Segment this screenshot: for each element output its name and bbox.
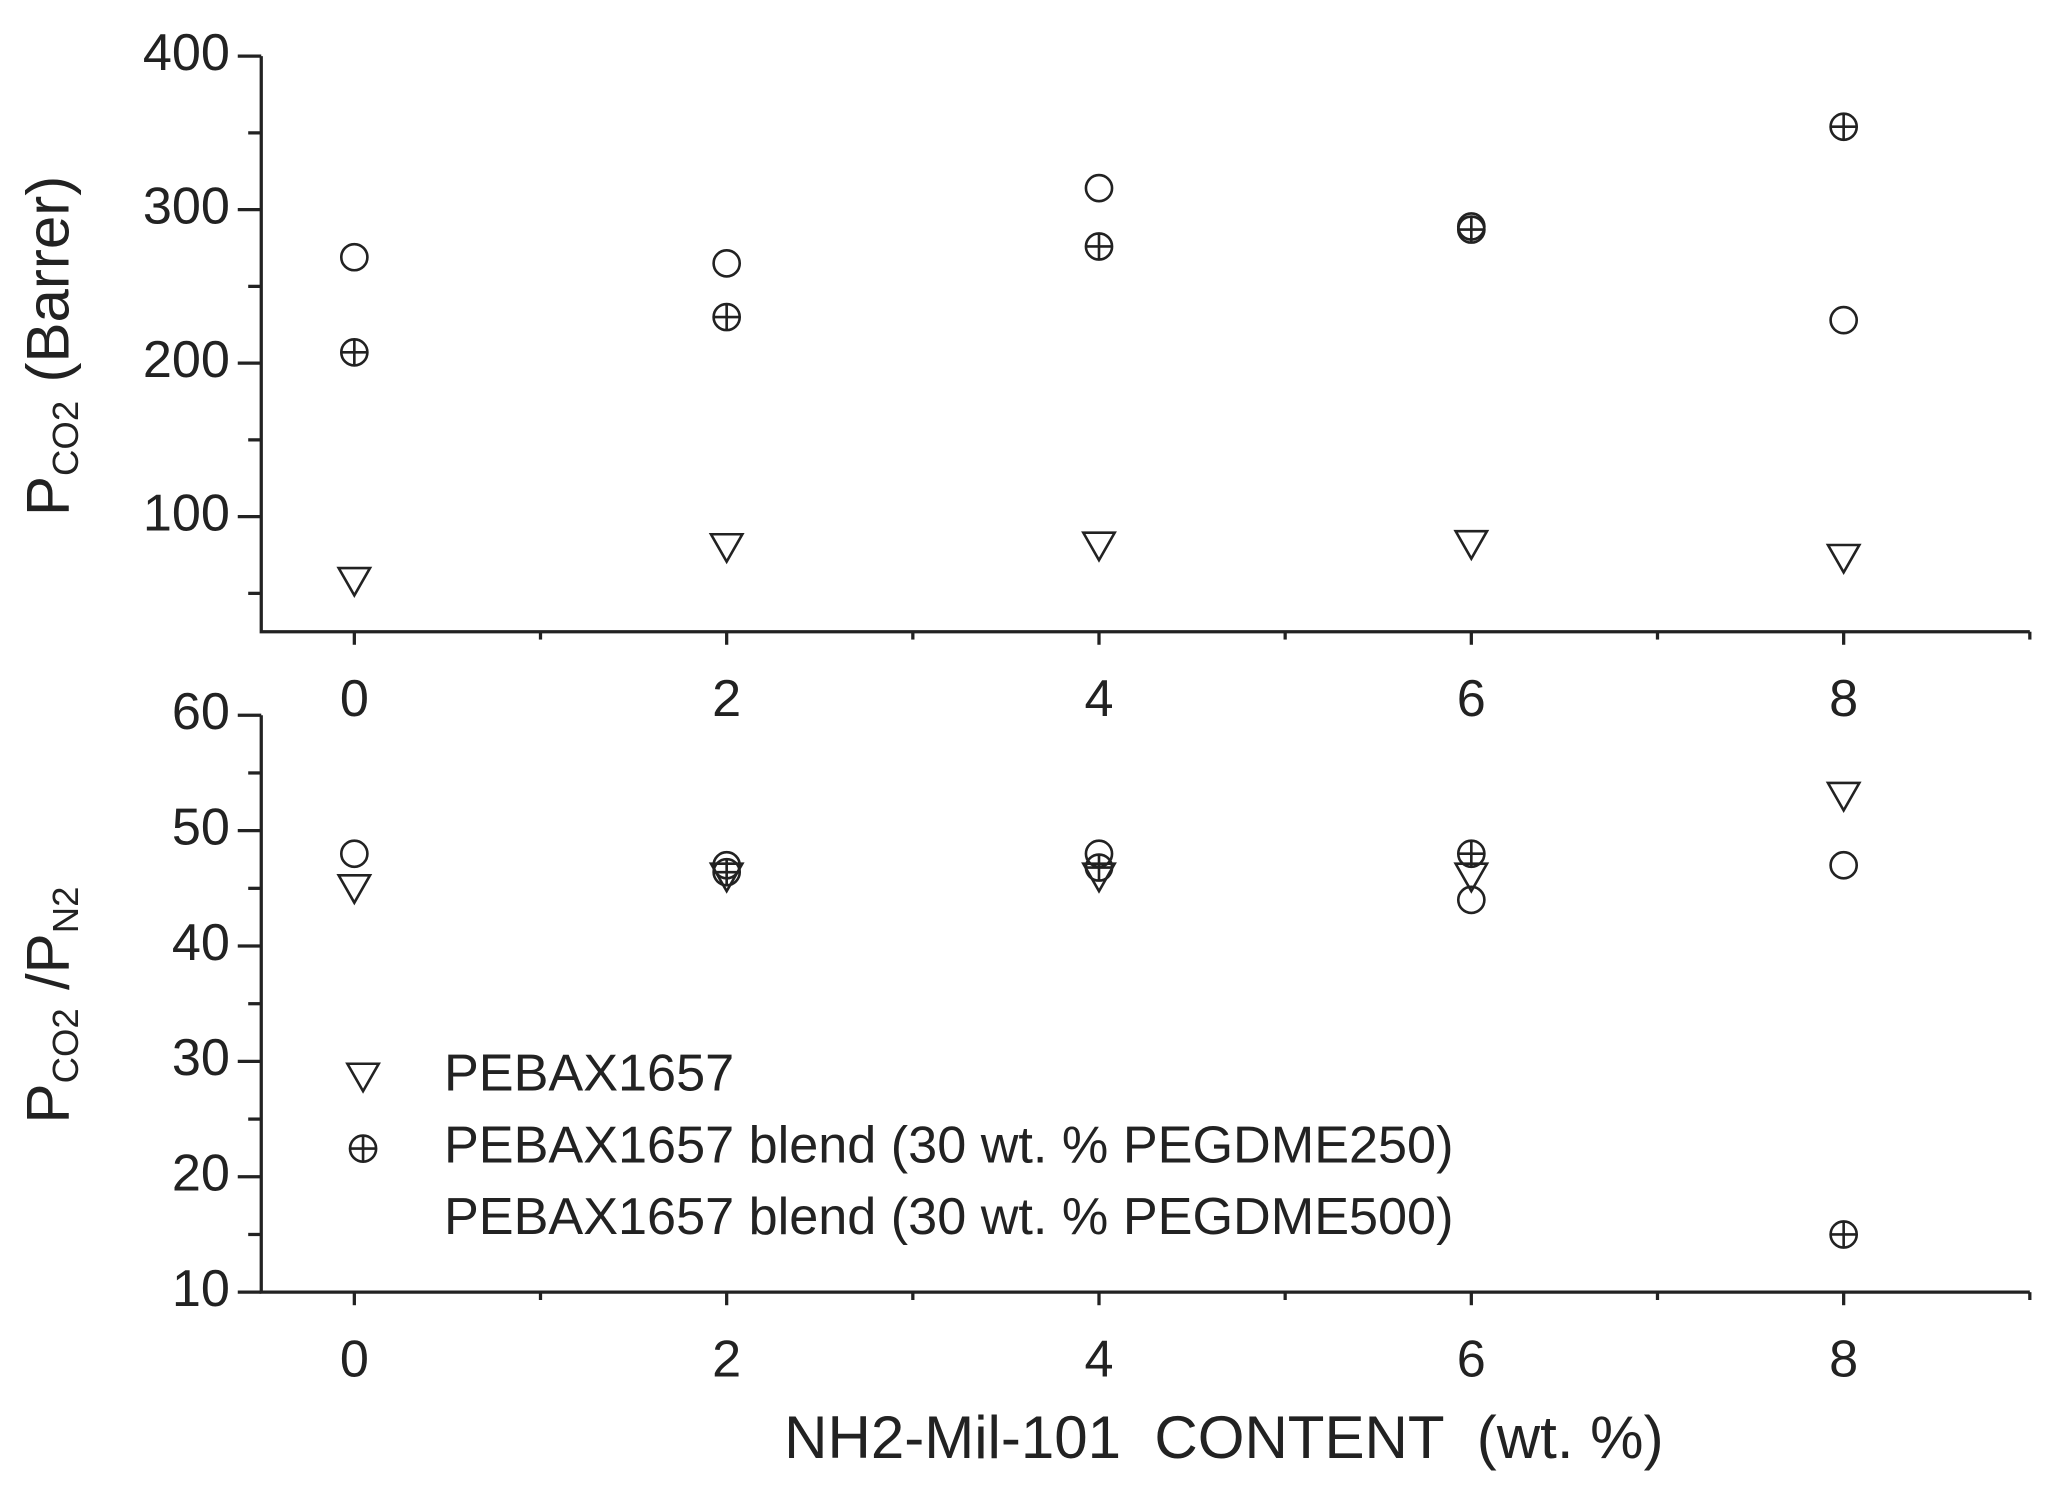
y-label-part: (Barrer) [14,176,81,383]
legend-marker [348,1134,378,1163]
x-tick-label: 2 [712,670,741,728]
legend-marker [345,1062,381,1094]
legend-symbol [348,1134,378,1163]
y-tick-label: 30 [172,1029,230,1087]
marker [1081,531,1117,563]
marker [1456,839,1486,869]
y-label-subscript: CO2 [45,1008,86,1083]
y-tick-label: 400 [143,24,230,82]
marker [1453,529,1490,562]
y-label-part: P [14,1083,81,1123]
marker [712,857,742,887]
marker [336,566,373,599]
y-tick-label: 50 [172,798,230,856]
legend-label: PEBAX1657 [444,1045,734,1103]
y-label-subscript: CO2 [45,401,86,476]
x-tick-label: 8 [1829,1330,1858,1388]
y-label-subscript: N2 [45,887,86,934]
marker [1825,543,1862,576]
y-label-part: P [14,476,81,516]
y-tick-label: 60 [172,683,230,741]
x-tick-label: 6 [1457,1330,1486,1388]
x-tick-label: 6 [1457,670,1486,728]
legend-label: PEBAX1657 blend (30 wt. % PEGDME500) [444,1188,1453,1246]
y-label-part: P [14,933,81,973]
y-label-part: / [14,973,81,990]
marker [1829,850,1859,880]
y-tick-label: 300 [143,177,230,235]
legend-symbol [345,1062,381,1094]
marker [1829,305,1859,335]
marker [339,242,369,272]
x-tick-label: 0 [340,1330,369,1388]
marker [1456,885,1486,915]
y-tick-label: 100 [143,484,230,542]
y-tick-label: 40 [172,914,230,972]
x-axis-label: NH2-Mil-101 CONTENT (wt. %) [784,1404,1663,1471]
marker [1084,232,1114,261]
marker [1456,212,1486,241]
y-tick-label: 200 [143,331,230,389]
marker [712,850,742,880]
marker [712,302,742,332]
y-axis-label: PCO2 (Barrer) [14,176,85,516]
marker [1825,781,1862,814]
x-tick-label: 2 [712,1330,741,1388]
marker [336,873,373,906]
x-tick-label: 4 [1084,1330,1113,1388]
marker [708,532,745,565]
marker [1829,1220,1859,1249]
panel: 100 200 300 400 0 2 4 6 8 PCO2 (Barrer) [14,24,2032,728]
x-tick-label: 8 [1829,670,1858,728]
legend-label: PEBAX1657 blend (30 wt. % PEGDME250) [444,1116,1453,1174]
x-tick-label: 4 [1084,670,1113,728]
y-tick-label: 10 [172,1260,230,1318]
marker [1084,839,1114,869]
marker [1829,112,1859,142]
marker [712,248,742,278]
marker [339,338,369,367]
marker [339,839,369,869]
axis-line [259,56,2030,634]
y-axis-label: PCO2/PN2 [14,887,85,1124]
x-tick-label: 0 [340,670,369,728]
y-tick-label: 20 [172,1145,230,1203]
marker [1084,173,1114,203]
